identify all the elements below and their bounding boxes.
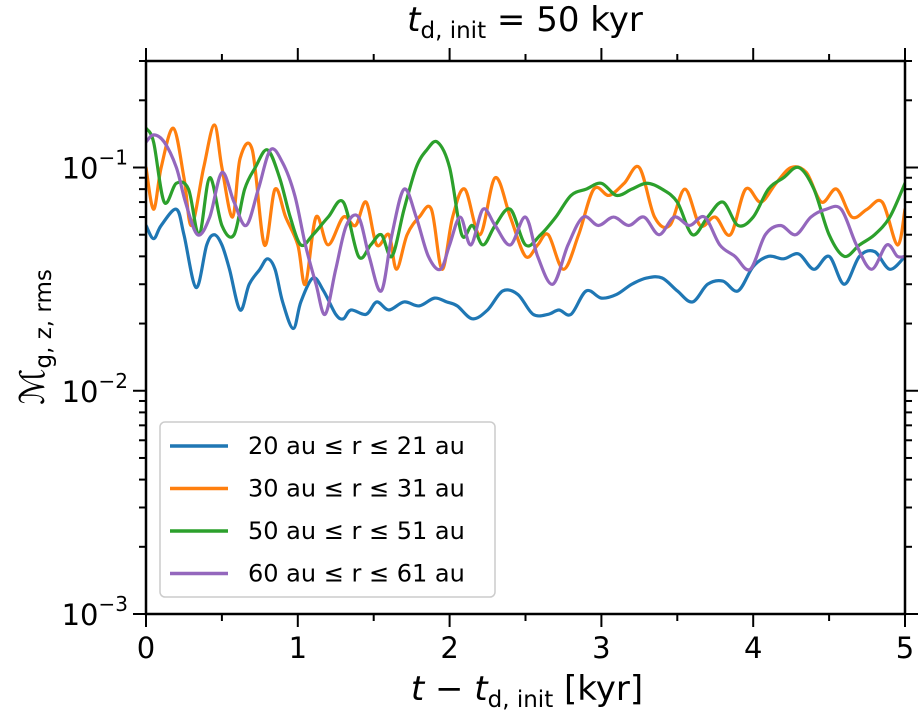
top-ticks [145, 48, 906, 61]
title-base: t [407, 0, 422, 40]
legend-label-4: 60 au ≤ r ≤ 61 au [248, 560, 465, 588]
legend-box [159, 421, 496, 598]
x-tick-label: 1 [289, 631, 307, 665]
xlabel-pre: t − t [411, 669, 489, 709]
y-axis-label: ℳg, z, rms [13, 269, 57, 405]
y-tick-exponent: −3 [99, 592, 128, 616]
title-sub: d, init [420, 18, 486, 44]
y-tick-base: 10 [62, 375, 99, 409]
ylabel-base: ℳ [13, 369, 53, 405]
bottom-ticks [145, 614, 906, 627]
x-tick-label: 3 [592, 631, 610, 665]
legend-entries: 20 au ≤ r ≤ 21 au 30 au ≤ r ≤ 31 au 50 au … [170, 432, 465, 588]
y-tick-label: 10−1 [62, 146, 128, 186]
x-tick-label: 4 [744, 631, 762, 665]
y-tick-base: 10 [62, 152, 99, 186]
right-ticks [905, 60, 918, 615]
x-tick-label: 5 [896, 631, 914, 665]
title-rest: = 50 kyr [486, 0, 643, 40]
series-line-3 [146, 126, 905, 260]
x-tick-label: 2 [440, 631, 458, 665]
legend-label-3: 50 au ≤ r ≤ 51 au [248, 517, 465, 545]
ylabel-sub: g, z, rms [31, 269, 57, 368]
plot-frame [144, 59, 907, 616]
x-tick-label: 0 [137, 631, 155, 665]
legend-label-1: 20 au ≤ r ≤ 21 au [248, 432, 465, 460]
series-line-4 [146, 133, 905, 316]
xlabel-sub: d, init [488, 687, 554, 712]
left-ticks [133, 60, 146, 615]
chart-title: td, init = 50 kyr [407, 0, 643, 44]
legend: 20 au ≤ r ≤ 21 au 30 au ≤ r ≤ 31 au 50 au … [159, 421, 496, 598]
y-tick-label: 10−3 [62, 592, 128, 632]
xlabel-post: [kyr] [553, 669, 643, 709]
y-tick-exponent: −2 [99, 369, 128, 393]
y-tick-labels: 10−310−210−1 [62, 146, 128, 632]
y-tick-base: 10 [62, 598, 99, 632]
y-tick-label: 10−2 [62, 369, 128, 409]
legend-label-2: 30 au ≤ r ≤ 31 au [248, 475, 465, 503]
y-tick-exponent: −1 [99, 146, 128, 170]
series-lines [146, 123, 905, 331]
series-line-2 [146, 123, 905, 286]
x-axis-label: t − td, init [kyr] [411, 669, 643, 712]
x-tick-labels: 0 1 2 3 4 5 [137, 631, 914, 665]
